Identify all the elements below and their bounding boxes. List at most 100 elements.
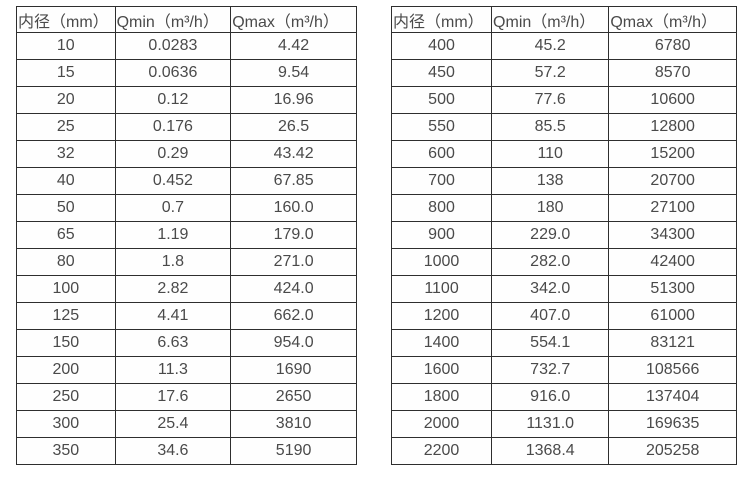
- cell: 0.0283: [114, 32, 232, 60]
- cell: 20: [16, 86, 116, 114]
- cell: 2200: [390, 437, 493, 465]
- table-row: 250 17.6 2650: [16, 383, 357, 411]
- cell: 169635: [608, 410, 737, 438]
- table-row: 800 180 27100: [390, 194, 737, 222]
- column-header: Qmax（m³/h）: [608, 6, 737, 33]
- cell: 10: [16, 32, 116, 60]
- table-row: 500 77.6 10600: [390, 86, 737, 114]
- cell: 700: [390, 167, 493, 195]
- flow-table-left: 内径（mm） Qmin（m³/h） Qmax（m³/h） 10 0.0283 4.42 15…: [16, 6, 357, 465]
- cell: 65: [16, 221, 116, 249]
- cell: 77.6: [491, 86, 610, 114]
- cell: 57.2: [491, 59, 610, 87]
- table-row: 10 0.0283 4.42: [16, 32, 357, 60]
- cell: 424.0: [230, 275, 357, 303]
- cell: 110: [491, 140, 610, 168]
- cell: 0.452: [114, 167, 232, 195]
- cell: 83121: [608, 329, 737, 357]
- cell: 1800: [390, 383, 493, 411]
- table-row: 40 0.452 67.85: [16, 167, 357, 195]
- cell: 0.0636: [114, 59, 232, 87]
- cell: 1131.0: [491, 410, 610, 438]
- cell: 25: [16, 113, 116, 141]
- column-header: 内径（mm）: [390, 6, 493, 33]
- table-row: 900 229.0 34300: [390, 221, 737, 249]
- cell: 100: [16, 275, 116, 303]
- tables-container: 内径（mm） Qmin（m³/h） Qmax（m³/h） 10 0.0283 4.42 15…: [16, 6, 737, 465]
- cell: 662.0: [230, 302, 357, 330]
- cell: 6.63: [114, 329, 232, 357]
- cell: 342.0: [491, 275, 610, 303]
- cell: 12800: [608, 113, 737, 141]
- header-row: 内径（mm） Qmin（m³/h） Qmax（m³/h）: [16, 6, 357, 33]
- cell: 138: [491, 167, 610, 195]
- cell: 0.12: [114, 86, 232, 114]
- table-row: 25 0.176 26.5: [16, 113, 357, 141]
- cell: 1.19: [114, 221, 232, 249]
- cell: 6780: [608, 32, 737, 60]
- cell: 271.0: [230, 248, 357, 276]
- cell: 10600: [608, 86, 737, 114]
- cell: 4.41: [114, 302, 232, 330]
- cell: 800: [390, 194, 493, 222]
- cell: 350: [16, 437, 116, 465]
- table-row: 2200 1368.4 205258: [390, 437, 737, 465]
- cell: 554.1: [491, 329, 610, 357]
- cell: 4.42: [230, 32, 357, 60]
- cell: 5190: [230, 437, 357, 465]
- cell: 1000: [390, 248, 493, 276]
- table-row: 700 138 20700: [390, 167, 737, 195]
- cell: 1368.4: [491, 437, 610, 465]
- cell: 282.0: [491, 248, 610, 276]
- cell: 34.6: [114, 437, 232, 465]
- cell: 1.8: [114, 248, 232, 276]
- cell: 16.96: [230, 86, 357, 114]
- cell: 160.0: [230, 194, 357, 222]
- cell: 0.7: [114, 194, 232, 222]
- cell: 250: [16, 383, 116, 411]
- cell: 2.82: [114, 275, 232, 303]
- cell: 732.7: [491, 356, 610, 384]
- cell: 400: [390, 32, 493, 60]
- cell: 1690: [230, 356, 357, 384]
- cell: 27100: [608, 194, 737, 222]
- cell: 916.0: [491, 383, 610, 411]
- table-row: 600 110 15200: [390, 140, 737, 168]
- cell: 61000: [608, 302, 737, 330]
- cell: 500: [390, 86, 493, 114]
- cell: 26.5: [230, 113, 357, 141]
- column-header: Qmin（m³/h）: [491, 6, 610, 33]
- table-row: 150 6.63 954.0: [16, 329, 357, 357]
- table-row: 550 85.5 12800: [390, 113, 737, 141]
- cell: 137404: [608, 383, 737, 411]
- cell: 34300: [608, 221, 737, 249]
- cell: 67.85: [230, 167, 357, 195]
- table-row: 350 34.6 5190: [16, 437, 357, 465]
- cell: 50: [16, 194, 116, 222]
- table-row: 20 0.12 16.96: [16, 86, 357, 114]
- table-row: 50 0.7 160.0: [16, 194, 357, 222]
- cell: 954.0: [230, 329, 357, 357]
- table-row: 32 0.29 43.42: [16, 140, 357, 168]
- cell: 51300: [608, 275, 737, 303]
- cell: 200: [16, 356, 116, 384]
- column-header: Qmax（m³/h）: [230, 6, 357, 33]
- cell: 180: [491, 194, 610, 222]
- cell: 8570: [608, 59, 737, 87]
- table-row: 400 45.2 6780: [390, 32, 737, 60]
- table-row: 1200 407.0 61000: [390, 302, 737, 330]
- cell: 179.0: [230, 221, 357, 249]
- cell: 150: [16, 329, 116, 357]
- cell: 2650: [230, 383, 357, 411]
- table-row: 300 25.4 3810: [16, 410, 357, 438]
- cell: 32: [16, 140, 116, 168]
- cell: 3810: [230, 410, 357, 438]
- table-row: 15 0.0636 9.54: [16, 59, 357, 87]
- cell: 550: [390, 113, 493, 141]
- cell: 1200: [390, 302, 493, 330]
- cell: 1100: [390, 275, 493, 303]
- table-row: 1600 732.7 108566: [390, 356, 737, 384]
- cell: 80: [16, 248, 116, 276]
- cell: 125: [16, 302, 116, 330]
- cell: 45.2: [491, 32, 610, 60]
